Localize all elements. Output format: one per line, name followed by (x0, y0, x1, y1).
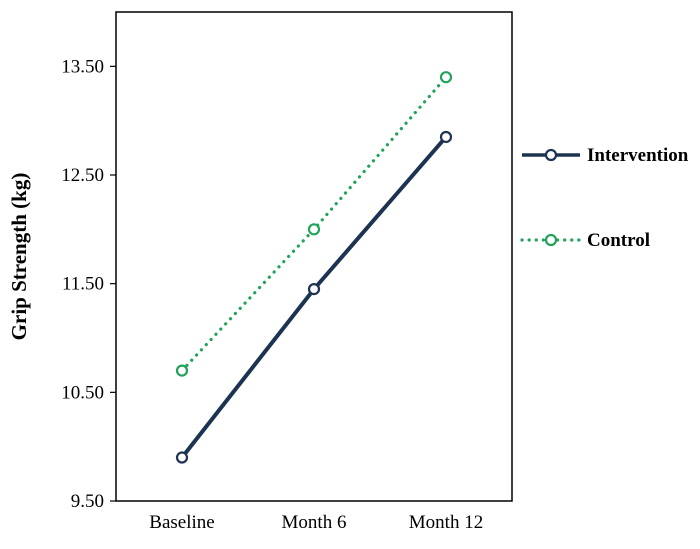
legend-marker-intervention (544, 148, 558, 162)
y-tick-label: 12.50 (61, 165, 104, 186)
marker-control (439, 71, 453, 84)
legend-label-intervention: Intervention (587, 145, 689, 166)
marker-intervention (175, 451, 189, 464)
y-tick-label: 11.50 (62, 274, 104, 295)
y-tick-label: 10.50 (61, 382, 104, 403)
y-tick-label: 9.50 (71, 491, 104, 512)
marker-control (307, 223, 321, 236)
x-tick-label: Month 12 (409, 512, 483, 533)
x-tick-label: Month 6 (282, 512, 347, 533)
series-line-intervention (180, 135, 448, 459)
marker-control (175, 364, 189, 377)
legend-label-control: Control (587, 230, 650, 251)
plot-border (115, 11, 513, 502)
y-axis-title: Grip Strength (kg) (7, 173, 31, 341)
y-tick-label: 13.50 (61, 56, 104, 77)
marker-intervention (439, 130, 453, 144)
x-tick-label: Baseline (149, 512, 214, 533)
legend-marker-control (544, 233, 558, 247)
marker-intervention (307, 283, 321, 296)
